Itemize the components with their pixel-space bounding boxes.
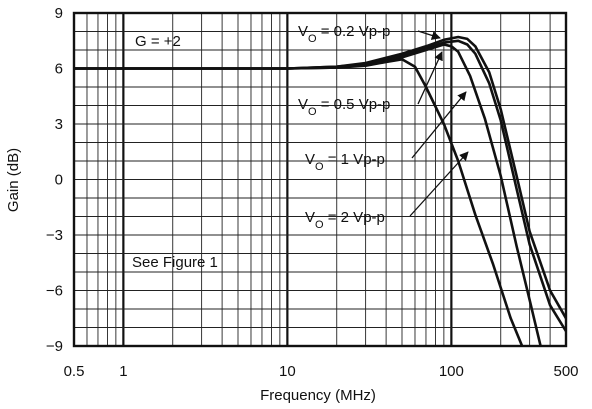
see-figure-annotation: See Figure 1 [132,254,218,271]
y-tick-label: −9 [46,338,63,355]
series-line-3 [74,43,542,346]
gain-setting-annotation: G = +2 [135,33,181,50]
y-tick-label: −3 [46,227,63,244]
series-label-arrow [411,91,467,159]
y-tick-label: 6 [55,61,63,78]
x-axis-title: Frequency (MHz) [260,387,376,404]
series-label-4: VO = 2 Vp-p [305,209,385,231]
y-tick-label: −6 [46,283,63,300]
y-tick-label: 9 [55,5,63,22]
x-tick-label: 100 [439,363,464,380]
series-label-3: VO = 1 Vp-p [305,151,385,173]
series-label-2: VO = 0.5 Vp-p [298,96,390,118]
x-tick-label: 0.5 [64,363,85,380]
x-tick-label: 10 [279,363,296,380]
series-line-4 [74,57,524,346]
tick-labels: 0.5 1 10 100 500 9 6 3 0 −3 −6 −9 [46,5,579,380]
series-label-arrow [417,30,441,40]
y-tick-label: 0 [55,172,63,189]
plot-frame [72,11,568,348]
series-label-arrow [409,151,469,217]
series-label-1: VO = 0.2 Vp-p [298,23,390,45]
x-tick-label: 1 [119,363,127,380]
y-axis-title: Gain (dB) [5,148,22,212]
x-tick-label: 500 [553,363,578,380]
series-line-1 [74,35,566,319]
series-labels: VO = 0.2 Vp-p VO = 0.5 Vp-p VO = 1 Vp-p VO … [298,23,469,231]
y-tick-label: 3 [55,116,63,133]
series-label-arrow [417,51,443,105]
grid [74,13,566,346]
series-curves [74,35,566,346]
